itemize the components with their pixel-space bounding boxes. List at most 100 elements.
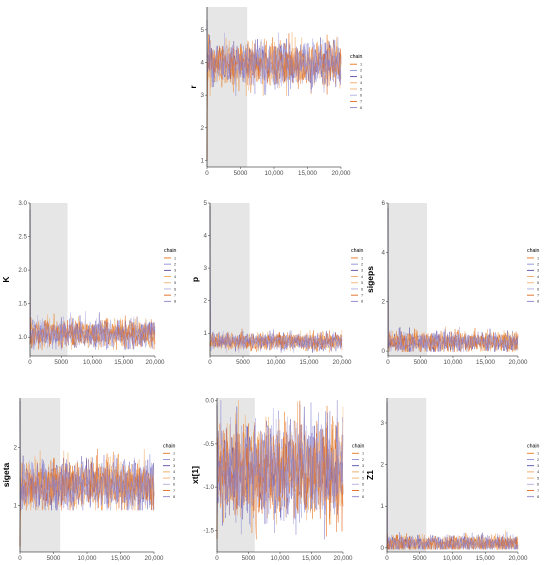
x-tick-label: 0: [385, 555, 389, 562]
y-tick-label: 5: [201, 27, 205, 34]
y-tick-label: 1: [381, 503, 385, 510]
x-tick-label: 5000: [234, 170, 248, 177]
legend-label: 6: [361, 287, 363, 291]
legend-label: 4: [537, 275, 539, 279]
x-tick-label: 20,000: [145, 555, 164, 562]
y-tick-label: 1: [201, 157, 205, 164]
y-tick-label: 1: [14, 503, 18, 510]
legend-label: 8: [360, 106, 362, 110]
warmup-shade: [388, 203, 427, 356]
x-tick-label: 15,000: [114, 359, 133, 366]
x-tick-label: 5000: [414, 359, 428, 366]
x-tick-label: 15,000: [111, 555, 130, 562]
y-axis-label: Z1: [365, 470, 375, 480]
legend-label: 6: [173, 483, 175, 487]
legend: chain 1 2 3 4 5 6 7 8: [163, 443, 176, 499]
legend-label: 4: [362, 470, 364, 474]
legend-label: 4: [360, 81, 362, 85]
x-tick-label: 0: [18, 555, 22, 562]
x-tick-label: 20,000: [334, 555, 353, 562]
legend-label: 7: [362, 489, 364, 493]
y-tick-label: 3.0: [18, 200, 27, 207]
legend: chain 1 2 3 4 5 6 7 8: [351, 248, 364, 304]
x-tick-label: 15,000: [298, 170, 317, 177]
y-axis-label: sigeps: [365, 266, 375, 293]
legend: chain 1 2 3 4 5 6 7 8: [352, 443, 365, 499]
legend-label: 7: [174, 293, 176, 297]
legend-label: 8: [537, 300, 539, 304]
x-tick-label: 20,000: [332, 170, 351, 177]
x-tick-label: 15,000: [302, 555, 321, 562]
trace-panel-sigeps: 0 2 4 6 0 5000 10,000 15,000 20,000 sigeps chain 1 2…: [365, 200, 540, 366]
x-tick-label: 15,000: [476, 359, 495, 366]
legend-label: 2: [537, 262, 539, 266]
legend-label: 2: [361, 262, 363, 266]
legend-label: 1: [173, 452, 175, 456]
y-axis-label: K: [1, 276, 11, 283]
legend-label: 3: [537, 269, 539, 273]
legend-label: 7: [361, 293, 363, 297]
y-tick-label: 4: [204, 233, 208, 240]
y-tick-label: 1: [204, 330, 208, 337]
legend-label: 8: [174, 300, 176, 304]
x-tick-label: 10,000: [83, 359, 102, 366]
legend-label: 4: [361, 275, 363, 279]
legend-label: 2: [362, 458, 364, 462]
legend-label: 3: [360, 75, 362, 79]
x-tick-label: 10,000: [265, 170, 284, 177]
legend-label: 4: [173, 470, 175, 474]
legend-label: 4: [174, 275, 176, 279]
x-tick-label: 0: [215, 555, 219, 562]
trace-line-chain-5: [19, 455, 155, 547]
y-tick-label: 4: [382, 249, 386, 256]
trace-line-chain-8: [206, 20, 342, 96]
x-tick-label: 20,000: [509, 555, 528, 562]
y-tick-label: -1.0: [203, 484, 214, 491]
trace-panel-sigeta: 1 2 0 5000 10,000 15,000 20,000 sigeta chain 1 2 3 4…: [1, 398, 176, 562]
legend-title: chain: [163, 443, 176, 449]
x-tick-label: 5000: [47, 555, 61, 562]
warmup-shade: [207, 7, 248, 167]
x-tick-label: 15,000: [300, 359, 319, 366]
legend-label: 1: [174, 256, 176, 260]
legend-label: 5: [537, 281, 539, 285]
y-tick-label: 3: [204, 265, 208, 272]
x-tick-label: 5000: [236, 359, 250, 366]
legend-label: 3: [362, 464, 364, 468]
x-tick-label: 10,000: [444, 359, 463, 366]
legend: chain 1 2 3 4 5 6 7 8: [350, 54, 363, 110]
legend-label: 3: [537, 464, 539, 468]
legend: chain 1 2 3 4 5 6 7 8: [164, 248, 177, 304]
legend-label: 6: [174, 287, 176, 291]
trace-line-chain-7: [29, 315, 156, 350]
trace-panel-xt[1]: -1.5 -1.0 -0.5 0.0 0 5000 10,000 15,000 20,000 xt…: [190, 398, 365, 562]
x-tick-label: 10,000: [443, 555, 462, 562]
x-tick-label: 0: [386, 359, 390, 366]
x-tick-label: 0: [205, 170, 209, 177]
x-tick-label: 5000: [413, 555, 427, 562]
y-tick-label: 1.0: [18, 334, 27, 341]
trace-line-chain-8: [209, 206, 343, 353]
x-tick-label: 0: [28, 359, 32, 366]
legend-label: 8: [361, 300, 363, 304]
legend-label: 7: [537, 293, 539, 297]
legend-label: 2: [537, 458, 539, 462]
legend-label: 7: [360, 100, 362, 104]
y-tick-label: 3: [381, 420, 385, 427]
legend-label: 1: [362, 452, 364, 456]
y-tick-label: 1.5: [18, 301, 27, 308]
y-axis-label: p: [190, 277, 200, 282]
trace-line-chain-8: [387, 207, 519, 352]
y-tick-label: 3: [201, 92, 205, 99]
x-tick-label: 5000: [54, 359, 68, 366]
legend-label: 1: [360, 63, 362, 67]
x-tick-label: 20,000: [509, 359, 528, 366]
legend-label: 4: [537, 470, 539, 474]
y-axis-label: r: [188, 85, 198, 89]
warmup-shade: [210, 203, 250, 356]
legend-title: chain: [351, 248, 364, 254]
legend-label: 2: [174, 262, 176, 266]
legend-label: 5: [362, 476, 364, 480]
